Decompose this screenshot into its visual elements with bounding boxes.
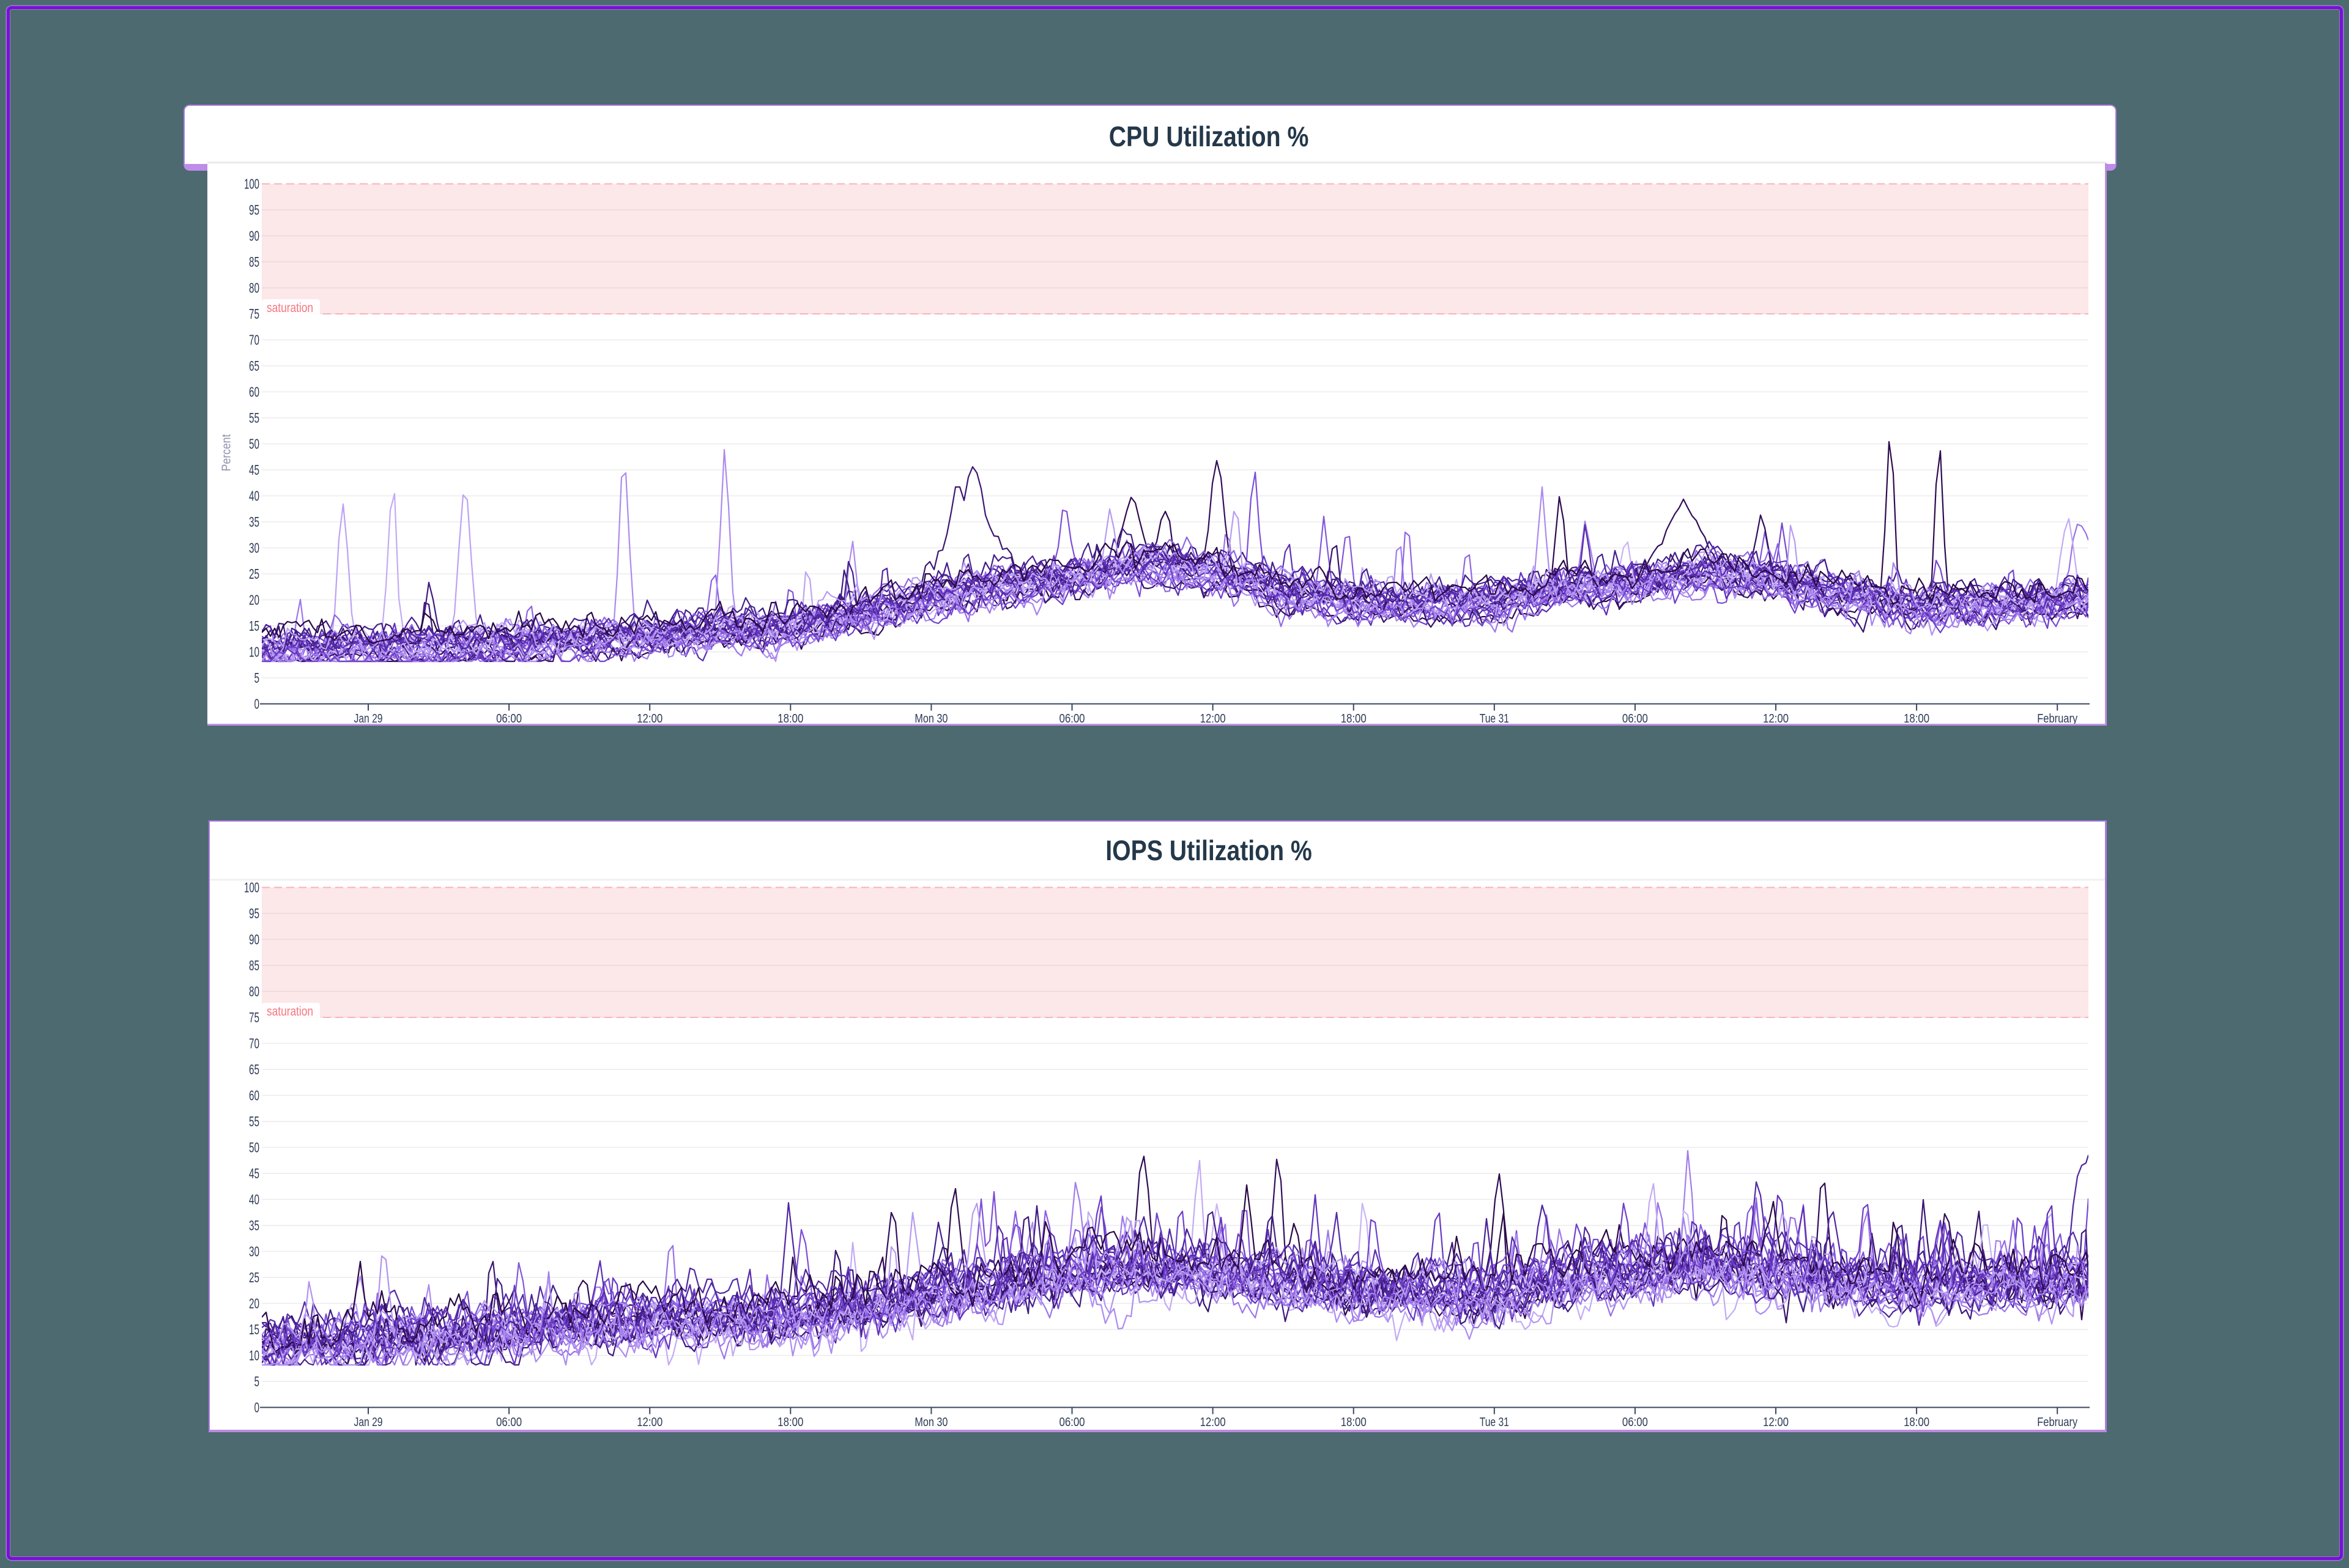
- svg-text:06:00: 06:00: [1622, 712, 1648, 724]
- svg-text:65: 65: [249, 358, 259, 374]
- svg-text:February: February: [2037, 1416, 2077, 1429]
- svg-text:95: 95: [249, 905, 259, 921]
- svg-text:70: 70: [249, 332, 259, 348]
- svg-text:25: 25: [249, 1269, 259, 1285]
- svg-text:90: 90: [249, 932, 259, 948]
- svg-text:12:00: 12:00: [1200, 712, 1226, 724]
- svg-text:10: 10: [249, 1348, 259, 1364]
- svg-text:60: 60: [249, 384, 259, 400]
- svg-text:18:00: 18:00: [1904, 712, 1929, 724]
- svg-text:12:00: 12:00: [1763, 712, 1789, 724]
- svg-text:40: 40: [249, 1192, 259, 1208]
- svg-text:95: 95: [249, 202, 259, 218]
- svg-text:30: 30: [249, 540, 259, 556]
- svg-text:5: 5: [254, 1373, 260, 1389]
- svg-text:35: 35: [249, 1217, 259, 1233]
- svg-text:65: 65: [249, 1061, 259, 1077]
- svg-text:Tue 31: Tue 31: [1480, 712, 1509, 724]
- svg-text:90: 90: [249, 228, 259, 244]
- svg-text:Tue 31: Tue 31: [1480, 1416, 1509, 1429]
- svg-text:06:00: 06:00: [1059, 1416, 1085, 1429]
- svg-text:85: 85: [249, 957, 259, 973]
- svg-text:12:00: 12:00: [1200, 1416, 1226, 1429]
- svg-text:45: 45: [249, 1165, 259, 1181]
- svg-text:55: 55: [249, 410, 259, 426]
- svg-text:February: February: [2037, 712, 2077, 724]
- svg-text:06:00: 06:00: [1059, 712, 1085, 724]
- svg-text:40: 40: [249, 488, 259, 504]
- svg-text:18:00: 18:00: [777, 1416, 803, 1429]
- svg-text:25: 25: [249, 566, 259, 582]
- svg-text:saturation: saturation: [267, 1005, 313, 1019]
- svg-text:20: 20: [249, 1296, 259, 1312]
- svg-text:75: 75: [249, 306, 259, 322]
- svg-text:12:00: 12:00: [637, 712, 662, 724]
- svg-text:50: 50: [249, 1140, 259, 1156]
- svg-text:15: 15: [249, 618, 259, 634]
- svg-text:06:00: 06:00: [496, 712, 522, 724]
- svg-text:0: 0: [254, 1400, 260, 1416]
- svg-text:55: 55: [249, 1113, 259, 1129]
- svg-text:5: 5: [254, 670, 260, 686]
- svg-text:12:00: 12:00: [1763, 1416, 1789, 1429]
- svg-text:80: 80: [249, 280, 259, 296]
- svg-text:80: 80: [249, 984, 259, 1000]
- svg-text:06:00: 06:00: [496, 1416, 522, 1429]
- svg-text:06:00: 06:00: [1622, 1416, 1648, 1429]
- svg-text:Mon 30: Mon 30: [915, 712, 948, 724]
- svg-text:Jan 29: Jan 29: [354, 1416, 383, 1429]
- svg-text:75: 75: [249, 1009, 259, 1025]
- svg-text:60: 60: [249, 1088, 259, 1104]
- svg-text:35: 35: [249, 514, 259, 530]
- svg-text:18:00: 18:00: [777, 712, 803, 724]
- svg-text:100: 100: [244, 176, 259, 192]
- svg-text:saturation: saturation: [267, 301, 313, 315]
- svg-text:85: 85: [249, 254, 259, 270]
- svg-text:18:00: 18:00: [1341, 1416, 1367, 1429]
- svg-text:100: 100: [244, 880, 259, 896]
- svg-text:45: 45: [249, 462, 259, 478]
- svg-text:Jan 29: Jan 29: [354, 712, 383, 724]
- svg-text:0: 0: [254, 696, 260, 712]
- svg-text:20: 20: [249, 592, 259, 608]
- svg-text:30: 30: [249, 1244, 259, 1260]
- svg-text:18:00: 18:00: [1341, 712, 1367, 724]
- svg-text:Mon 30: Mon 30: [915, 1416, 948, 1429]
- svg-text:12:00: 12:00: [637, 1416, 662, 1429]
- svg-text:18:00: 18:00: [1904, 1416, 1929, 1429]
- svg-text:15: 15: [249, 1321, 259, 1337]
- svg-text:70: 70: [249, 1036, 259, 1052]
- svg-text:50: 50: [249, 436, 259, 452]
- svg-text:10: 10: [249, 644, 259, 660]
